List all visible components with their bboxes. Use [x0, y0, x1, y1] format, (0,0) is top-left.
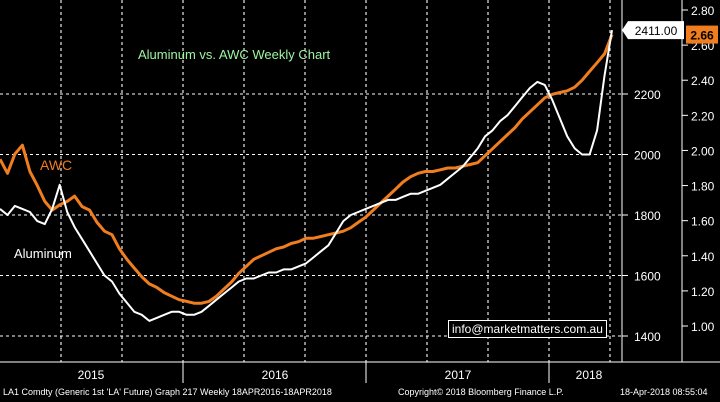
aluminum-last-value: 2411.00: [635, 24, 678, 38]
left-axis-tick-label: 1600: [634, 270, 661, 284]
x-axis-year-label: 2015: [78, 368, 105, 382]
right-axis-tick-label: 1.40: [691, 250, 715, 264]
right-axis-tick-label: 1.20: [691, 285, 715, 299]
left-axis-tick-label: 2000: [634, 149, 661, 163]
chart: 220020001800160014002.802.602.402.202.00…: [0, 0, 720, 383]
footer: LA1 Comdty (Generic 1st 'LA' Future) Gra…: [0, 383, 720, 402]
right-axis-tick-label: 2.20: [691, 109, 715, 123]
series-line-aluminum: [0, 30, 613, 322]
x-axis-year-label: 2017: [445, 368, 472, 382]
series-line-awc: [0, 34, 614, 305]
awc-last-value: 2.66: [690, 29, 714, 43]
right-axis-tick-label: 2.00: [691, 144, 715, 158]
series-label-awc: AWC: [40, 157, 72, 173]
chart-background: [0, 0, 720, 383]
axes: 220020001800160014002.802.602.402.202.00…: [0, 0, 720, 383]
right-axis-tick-label: 1.00: [691, 320, 715, 334]
series-label-aluminum: Aluminum: [14, 246, 72, 261]
left-axis-tick-label: 1400: [634, 330, 661, 344]
right-axis-tick-label: 2.40: [691, 74, 715, 88]
footer-ticker: LA1 Comdty (Generic 1st 'LA' Future) Gra…: [3, 387, 332, 397]
right-axis-tick-label: 1.60: [691, 215, 715, 229]
right-axis-tick-label: 2.80: [691, 4, 715, 18]
left-axis-tick-label: 2200: [634, 88, 661, 102]
email-label: info@marketmatters.com.au: [448, 320, 607, 338]
left-axis-tick-label: 1800: [634, 209, 661, 223]
awc-last-value-box: [686, 25, 718, 44]
chart-title: Aluminum vs. AWC Weekly Chart: [138, 47, 331, 62]
right-axis-tick-label: 1.80: [691, 180, 715, 194]
x-axis-year-label: 2016: [262, 368, 289, 382]
footer-timestamp: 18-Apr-2018 08:55:04: [620, 387, 708, 397]
aluminum-last-value-box: [622, 21, 684, 40]
footer-copyright: Copyright© 2018 Bloomberg Finance L.P.: [398, 387, 564, 397]
series-layer: [0, 30, 614, 322]
x-axis-year-label: 2018: [576, 368, 603, 382]
